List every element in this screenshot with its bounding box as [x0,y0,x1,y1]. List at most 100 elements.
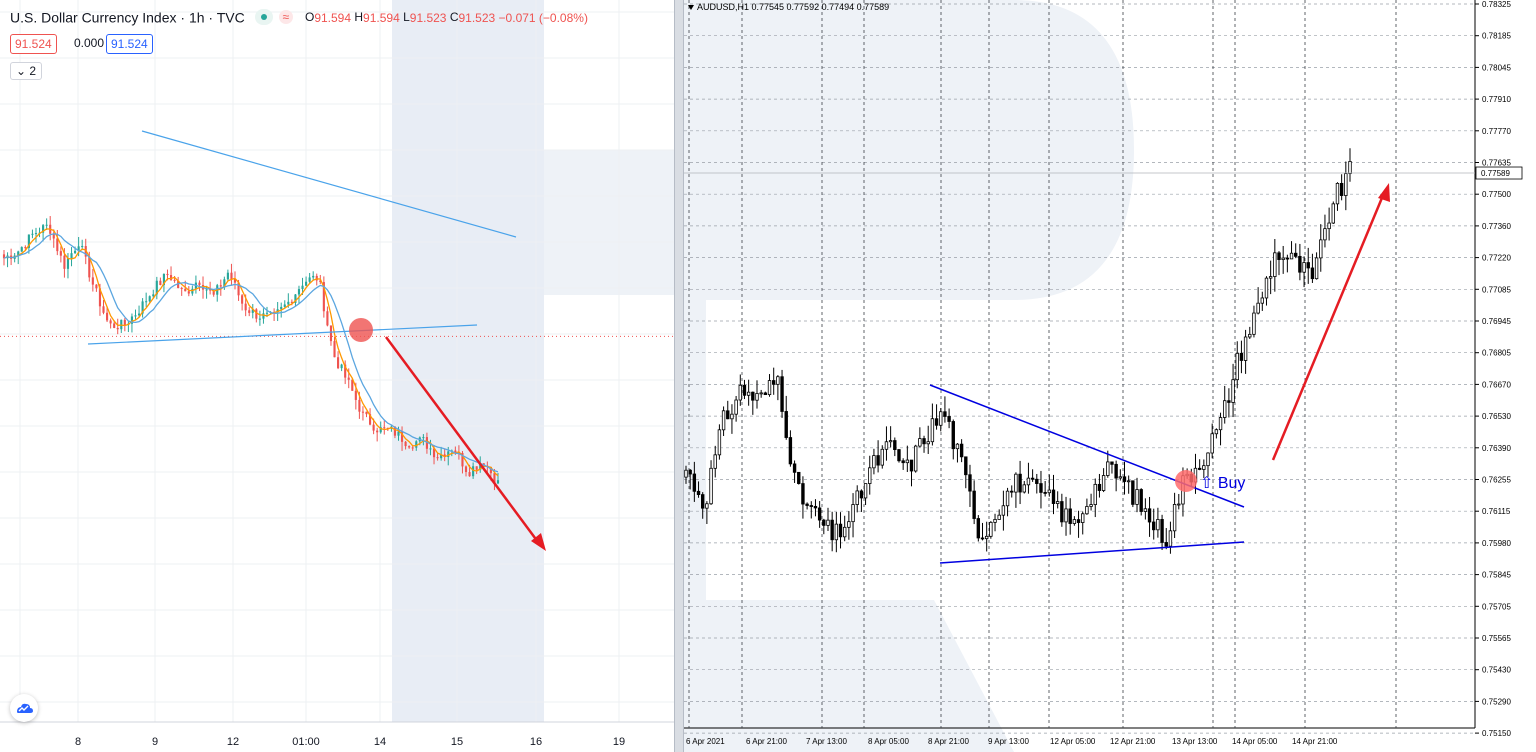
candle-body [301,285,304,290]
candle-body [813,505,818,509]
candle-body [1072,519,1077,524]
candle-body [329,325,333,342]
candle-body [198,282,201,285]
candle-body [1160,519,1164,543]
indicators-toggle-button[interactable]: ⌄ 2 [10,62,43,80]
candle-body [822,519,826,526]
candle-body [830,519,834,541]
candle-body [52,233,55,239]
candle-body [968,474,972,492]
price-axis-label: 0.75290 [1482,697,1511,706]
candle-body [1039,483,1043,493]
price-axis-label: 0.75845 [1482,571,1511,580]
candle-body [248,310,251,313]
candle-body [1310,267,1315,280]
candle-body [368,414,372,425]
candle-body [1110,461,1114,465]
candle-body [767,380,772,396]
candle-body [1035,478,1039,484]
price-axis-label: 0.77635 [1482,159,1511,168]
candle-body [376,430,379,433]
watermark-band [392,0,544,722]
candle-body [408,446,411,448]
time-axis-label: 14 Apr 05:00 [1232,737,1278,746]
time-axis-label: 14 [374,736,386,748]
candle-body [847,521,851,528]
candle-body [1277,252,1281,260]
candle-body [379,427,382,433]
candle-body [788,437,793,465]
dxy-chart-pane: 8 9 12 01:00 14 15 16 19 U.S. Dollar Currency I… [0,0,674,752]
candle-body [1122,476,1127,482]
candle-body [31,233,34,235]
candle-body [187,291,190,294]
candle-body [918,438,922,447]
price-axis-label: 0.77770 [1482,127,1511,136]
candle-body [863,483,868,499]
price-axis-label: 0.78045 [1482,63,1511,72]
pane-divider[interactable] [674,0,684,752]
candle-body [262,313,265,319]
candle-body [730,413,734,420]
candle-body [1339,182,1344,196]
candle-body [780,376,784,412]
low-value: 91.523 [409,10,447,25]
moving-average-slow-line [3,233,499,473]
candle-body [1156,519,1160,531]
candle-body [56,238,59,252]
candle-body [63,255,66,269]
candle-body [1256,302,1260,314]
candle-body [1319,239,1323,259]
candle-body [244,303,247,311]
candle-body [943,411,947,417]
candle-body [34,233,38,235]
candle-body [688,469,692,475]
candle-body [45,224,48,226]
candle-body [287,301,290,305]
dropdown-triangle-icon[interactable] [688,5,694,11]
candle-body [162,273,165,286]
candle-body [1135,489,1139,505]
candle-body [81,246,84,248]
candle-body [351,379,354,391]
candle-body [792,463,797,473]
candle-body [1076,519,1081,523]
candle-body [1202,465,1206,470]
symbol-title[interactable]: U.S. Dollar Currency Index · 1h · TVC [10,9,245,26]
candle-body [1285,257,1290,260]
candle-body [905,459,910,464]
candle-body [354,390,357,400]
price-axis-label: 0.76530 [1482,412,1511,421]
cloud-icon [17,703,33,713]
candle-body [1306,262,1310,269]
time-axis-label: 6 Apr 21:00 [746,737,787,746]
candle-body [1243,336,1248,361]
buy-price-button[interactable]: 91.524 [106,34,153,54]
candle-body [817,507,822,521]
candle-body [751,391,755,401]
price-axis-label: 0.77220 [1482,254,1511,263]
candle-body [1106,461,1110,476]
candle-body [742,384,747,396]
time-axis-label: 12 [227,736,239,748]
spread-value: 0.000 [74,36,105,50]
candle-body [98,288,102,307]
candle-body [436,457,439,459]
candle-body [721,410,726,431]
candle-body [734,399,738,415]
candle-body [880,448,884,466]
candle-body [805,503,809,506]
candle-body [468,472,471,477]
candle-body [909,459,914,472]
candle-body [1118,476,1123,479]
candle-body [746,391,751,396]
watermark-band [544,150,674,295]
candle-body [475,466,478,470]
candle-body [1168,530,1173,547]
candle-body [972,490,976,519]
tradingview-logo-icon[interactable] [10,694,38,722]
candle-body [993,519,997,523]
sell-price-button[interactable]: 91.524 [10,34,57,54]
candle-body [772,380,776,385]
candle-body [934,418,939,426]
